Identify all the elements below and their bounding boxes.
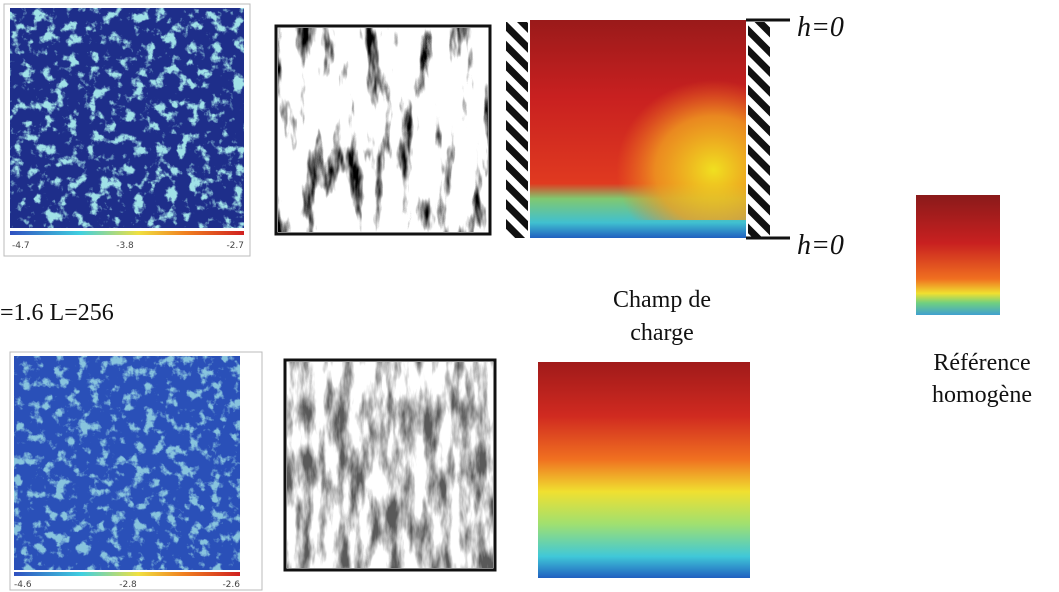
boundary-label: h=0 <box>797 230 844 261</box>
colorbar <box>10 231 244 235</box>
caption: =1.6 L=256 <box>0 300 114 326</box>
flow-texture <box>278 28 488 232</box>
head-highlight <box>530 20 746 220</box>
colorbar <box>14 572 240 576</box>
head-field-label: Champ de <box>613 287 711 313</box>
reference-label: homogène <box>932 382 1032 408</box>
reference-field <box>916 195 1000 315</box>
colorbar-label: -3.8 <box>116 241 134 251</box>
permeability-texture <box>10 8 244 228</box>
hatched-wall <box>506 22 528 238</box>
panel-frame <box>3 3 251 257</box>
head-field-label: charge <box>630 320 694 346</box>
colorbar-label: -4.6 <box>14 580 32 590</box>
colorbar-label: -2.7 <box>226 241 244 251</box>
hatched-wall <box>748 22 770 238</box>
permeability-texture <box>14 356 240 570</box>
colorbar-label: -2.8 <box>119 580 137 590</box>
colorbar-label: -4.7 <box>12 241 30 251</box>
reference-label: Référence <box>933 350 1030 376</box>
panel-frame <box>9 351 263 591</box>
head-field <box>538 362 750 578</box>
boundary-label: h=0 <box>797 12 844 43</box>
colorbar-label: -2.6 <box>222 580 240 590</box>
flow-texture <box>287 362 493 568</box>
